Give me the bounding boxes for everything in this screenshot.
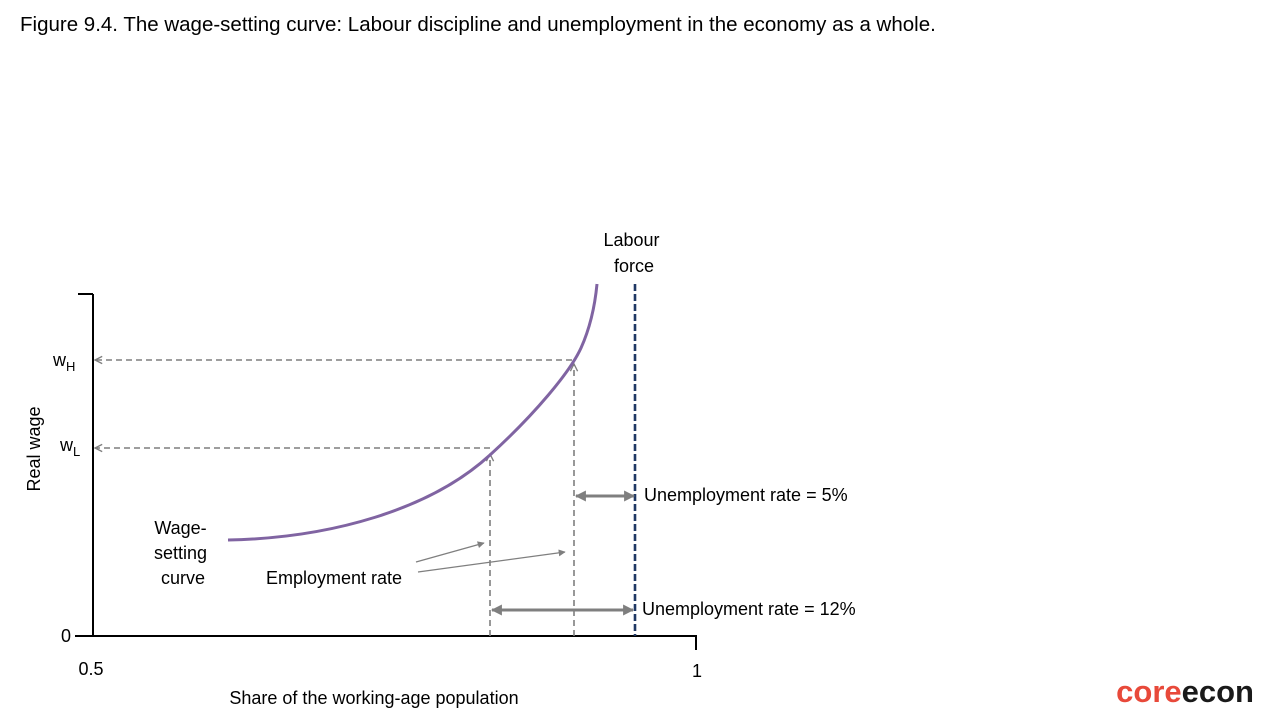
coreecon-logo-econ: econ [1182, 674, 1254, 709]
labour-force-label-line1: Labour [603, 230, 659, 250]
wage-setting-curve-label-line2: setting [154, 543, 207, 563]
axes [75, 293, 697, 650]
origin-label: 0 [61, 626, 71, 646]
wl-label-base: w [59, 435, 74, 455]
wl-label-sub: L [73, 444, 80, 459]
wh-label-sub: H [66, 359, 75, 374]
y-axis-label: Real wage [24, 406, 44, 491]
wage-setting-curve-label-line1: Wage- [154, 518, 206, 538]
wh-label: wH [52, 350, 75, 374]
guide-lines [95, 360, 574, 636]
labour-force-label-line2: force [614, 256, 654, 276]
wage-setting-curve-label: Wage- setting curve [154, 518, 212, 588]
coreecon-logo-core: core [1116, 674, 1181, 709]
x-min-label: 0.5 [78, 659, 103, 679]
coreecon-logo: coreecon [1116, 674, 1254, 709]
unemployment-12-label: Unemployment rate = 12% [642, 599, 856, 619]
employment-rate-label: Employment rate [266, 568, 402, 588]
wh-label-base: w [52, 350, 67, 370]
unemployment-5-label: Unemployment rate = 5% [644, 485, 848, 505]
x-axis-label: Share of the working-age population [229, 688, 518, 708]
labour-force-label: Labour force [603, 230, 664, 276]
wage-setting-curve [227, 283, 599, 542]
employment-rate-pointer-high [417, 549, 566, 573]
wage-setting-curve-label-line3: curve [161, 568, 205, 588]
employment-rate-pointer-low [415, 541, 485, 563]
x-max-label: 1 [692, 661, 702, 681]
figure-title: Figure 9.4. The wage-setting curve: Labo… [20, 13, 936, 36]
wl-label: wL [59, 435, 80, 459]
